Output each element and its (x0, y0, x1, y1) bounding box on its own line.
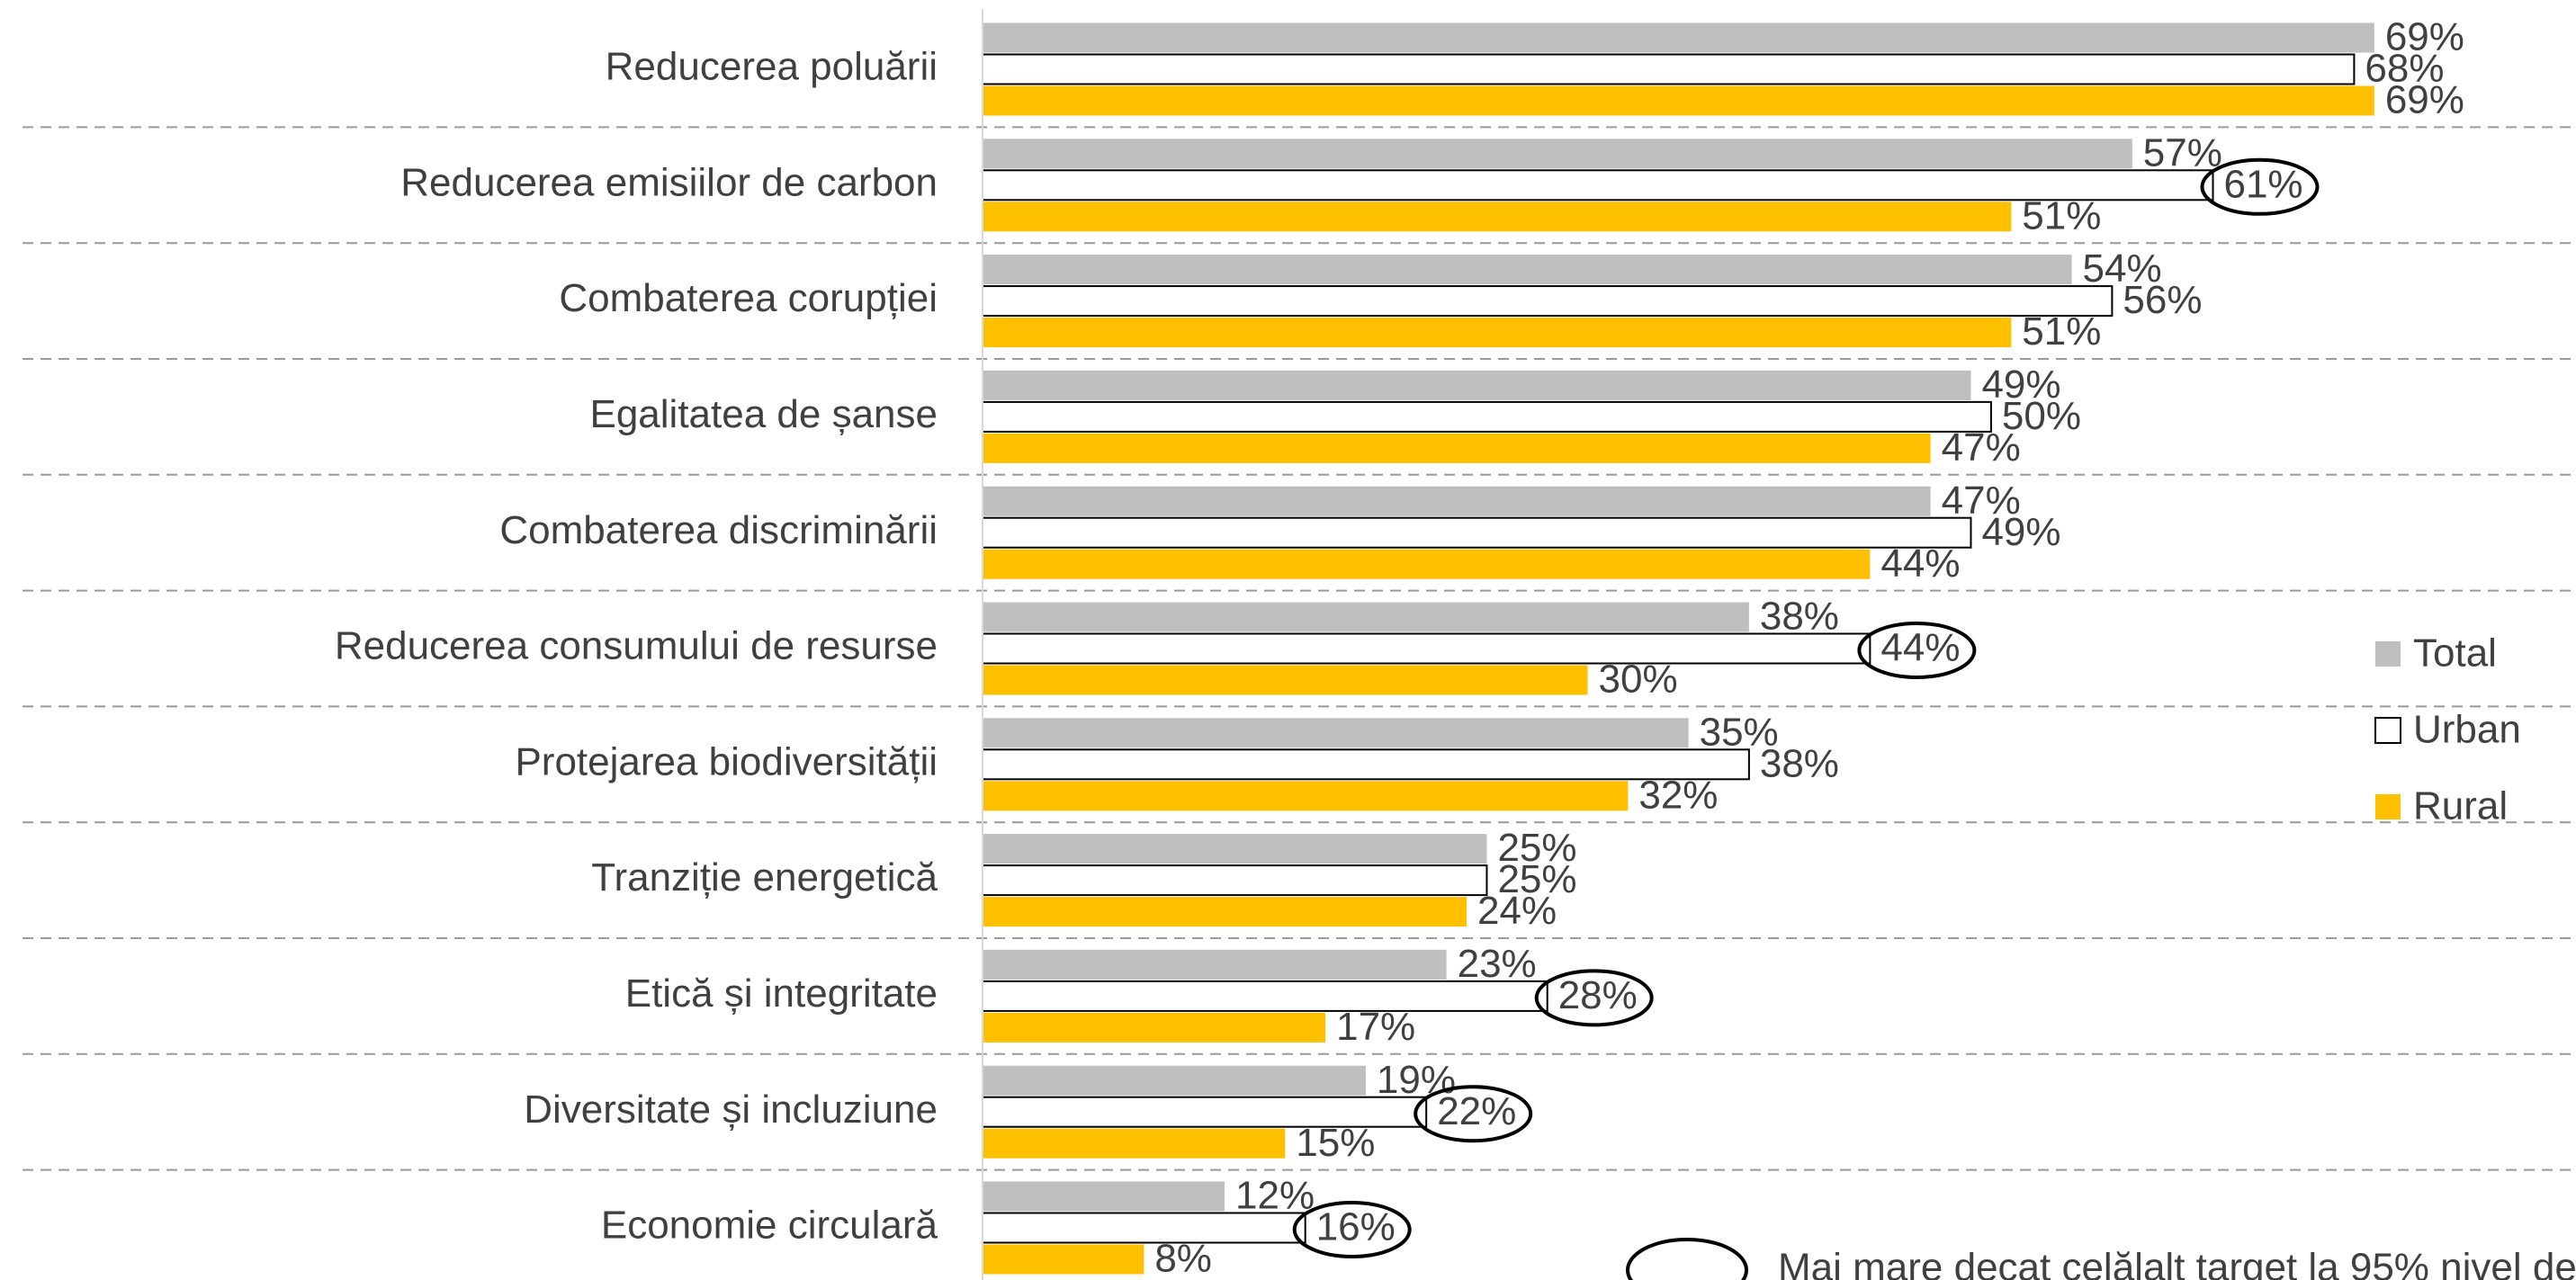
value-label: 50% (2002, 394, 2081, 438)
value-label: 23% (1458, 942, 1537, 986)
bar (983, 433, 1931, 463)
value-label: 25% (1497, 857, 1576, 901)
bar (983, 781, 1629, 811)
value-label: 17% (1336, 1005, 1415, 1049)
bar (983, 549, 1871, 579)
category-label: Reducerea consumului de resurse (335, 624, 938, 668)
legend-label: Rural (2413, 784, 2508, 828)
bar (982, 632, 1871, 665)
value-label: 49% (1981, 363, 2060, 407)
bar (982, 169, 2214, 201)
category-label: Economie circulară (601, 1204, 938, 1248)
highlight-circle (1857, 622, 1977, 679)
value-label: 24% (1477, 889, 1557, 933)
bar (983, 834, 1487, 864)
bar (983, 1244, 1144, 1275)
bar (982, 748, 1750, 781)
note: Mai mare decat celălalt target la 95% ni… (1778, 1246, 2576, 1280)
value-label: 38% (1760, 741, 1839, 785)
category-label: Diversitate și incluziune (524, 1088, 938, 1132)
bar (983, 370, 1971, 400)
value-label: 51% (2022, 193, 2101, 237)
category-label: Reducerea emisiilor de carbon (400, 160, 938, 204)
value-label: 61% (2223, 162, 2302, 206)
bar (983, 139, 2132, 169)
value-label: 69% (2385, 78, 2464, 122)
bar (982, 864, 1488, 897)
bar (982, 53, 2356, 85)
bar (983, 486, 1931, 516)
value-label: 19% (1377, 1058, 1456, 1102)
note-symbol (1626, 1238, 1748, 1280)
bar (983, 318, 2012, 348)
bar (982, 980, 1548, 1012)
value-label: 28% (1558, 973, 1638, 1017)
bar (983, 602, 1749, 632)
category-label: Protejarea biodiversității (515, 739, 938, 783)
value-label: 47% (1942, 425, 2021, 470)
bar (983, 1181, 1225, 1212)
bar (983, 201, 2012, 232)
value-label: 68% (2365, 47, 2444, 91)
value-label: 54% (2083, 246, 2162, 291)
value-label: 44% (1880, 626, 1960, 670)
category-label: Reducerea poluării (606, 45, 938, 89)
bar (982, 400, 1992, 433)
value-label: 57% (2143, 130, 2222, 175)
value-label: 16% (1316, 1205, 1396, 1249)
bar (983, 1128, 1286, 1159)
highlight-circle (1414, 1085, 1533, 1143)
category-label: Egalitatea de șanse (589, 392, 938, 436)
value-label: 25% (1497, 826, 1576, 870)
legend-swatch (2375, 641, 2401, 667)
value-label: 38% (1760, 595, 1839, 639)
value-label: 30% (1599, 658, 1678, 702)
category-label: Combaterea corupției (559, 276, 938, 320)
value-label: 44% (1880, 542, 1960, 586)
bar (982, 1212, 1306, 1244)
bar (983, 255, 2072, 285)
highlight-circle (1534, 969, 1654, 1027)
value-label: 47% (1942, 479, 2021, 523)
bar (982, 285, 2114, 318)
value-label: 8% (1154, 1237, 1212, 1280)
bar (983, 85, 2374, 116)
value-label: 35% (1700, 710, 1779, 754)
legend-label: Total (2413, 631, 2497, 676)
value-label: 22% (1437, 1089, 1516, 1133)
bar (983, 22, 2374, 53)
bar (982, 516, 1972, 549)
bar (983, 1065, 1366, 1096)
bar (983, 1012, 1326, 1043)
bar (983, 949, 1447, 980)
bar (983, 718, 1689, 748)
value-label: 32% (1638, 773, 1718, 817)
category-label: Tranziție energetică (591, 855, 938, 900)
highlight-circle (1292, 1201, 1412, 1258)
category-label: Combaterea discriminării (499, 508, 938, 552)
bar (983, 665, 1588, 695)
value-label: 51% (2022, 309, 2101, 354)
legend-swatch (2374, 717, 2401, 744)
legend-swatch (2375, 794, 2401, 819)
legend-label: Urban (2413, 708, 2521, 752)
value-label: 12% (1235, 1174, 1315, 1218)
value-label: 69% (2385, 15, 2464, 59)
value-label: 56% (2123, 278, 2202, 322)
highlight-circle (2200, 157, 2320, 216)
bar (983, 897, 1468, 927)
value-label: 15% (1296, 1121, 1375, 1165)
category-label: Etică și integritate (625, 971, 938, 1016)
value-label: 49% (1981, 510, 2060, 554)
